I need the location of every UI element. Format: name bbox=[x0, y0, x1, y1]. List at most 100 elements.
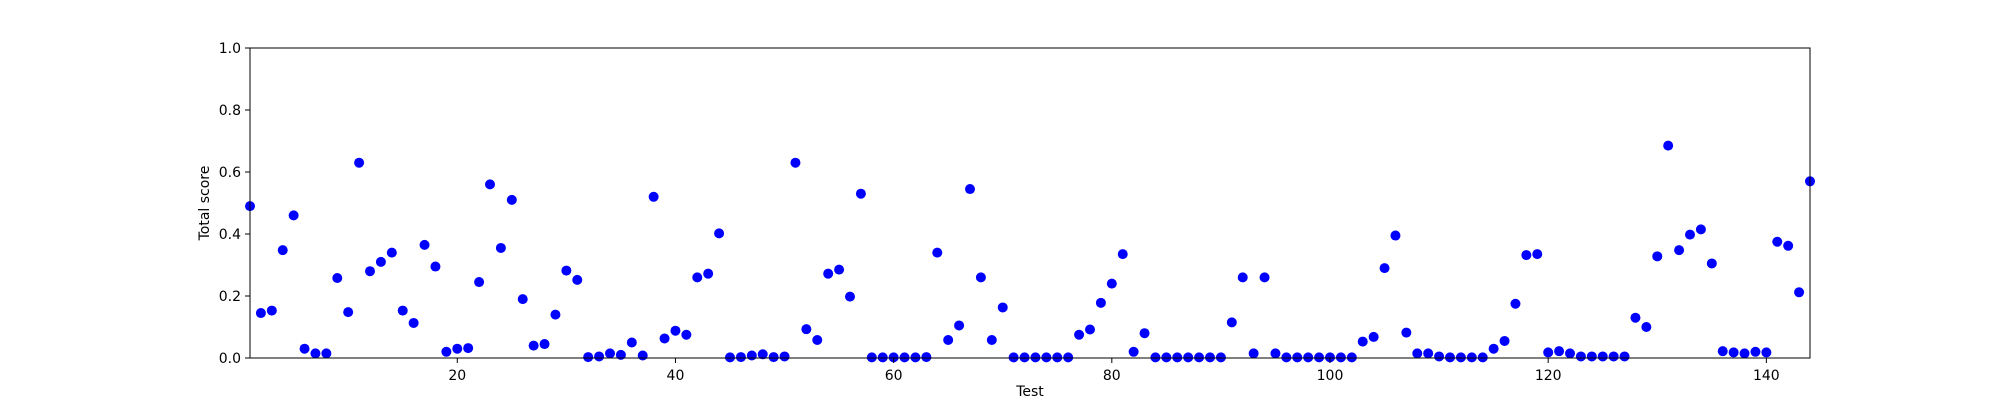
data-point bbox=[637, 350, 648, 361]
data-point bbox=[539, 339, 550, 350]
data-point bbox=[1685, 229, 1695, 240]
data-point bbox=[1717, 346, 1728, 357]
data-point bbox=[1597, 351, 1608, 362]
data-point bbox=[670, 325, 681, 336]
data-point bbox=[1586, 351, 1597, 362]
data-point bbox=[1630, 312, 1641, 323]
data-point bbox=[430, 261, 441, 272]
data-point bbox=[714, 228, 725, 239]
data-point bbox=[845, 291, 855, 302]
data-point bbox=[1281, 352, 1292, 363]
x-tick-label: 60 bbox=[885, 368, 903, 384]
data-point bbox=[1128, 346, 1139, 357]
data-point bbox=[605, 348, 615, 359]
data-point bbox=[725, 352, 735, 363]
data-point bbox=[1390, 230, 1401, 241]
data-point bbox=[1259, 272, 1270, 283]
data-point bbox=[1335, 352, 1346, 363]
data-point bbox=[812, 335, 823, 346]
data-point bbox=[1543, 347, 1554, 358]
data-point bbox=[485, 179, 495, 190]
x-tick-label: 100 bbox=[1317, 368, 1344, 384]
data-point bbox=[834, 264, 845, 275]
data-point bbox=[463, 343, 474, 354]
data-point bbox=[1215, 352, 1226, 363]
data-point bbox=[703, 268, 714, 279]
data-point bbox=[354, 157, 365, 168]
data-point bbox=[1575, 351, 1586, 362]
data-point bbox=[1554, 346, 1565, 357]
data-point bbox=[1106, 278, 1117, 289]
data-point bbox=[1346, 352, 1357, 363]
data-point bbox=[1150, 352, 1161, 363]
data-point bbox=[615, 349, 626, 360]
data-point bbox=[1488, 343, 1499, 354]
data-point bbox=[288, 210, 299, 221]
data-point bbox=[1794, 287, 1805, 298]
data-point bbox=[408, 317, 419, 328]
data-point bbox=[823, 268, 834, 279]
data-point bbox=[899, 352, 910, 363]
data-point bbox=[1063, 352, 1074, 363]
data-point bbox=[572, 274, 583, 285]
data-point bbox=[1270, 348, 1281, 359]
data-point bbox=[1477, 352, 1488, 363]
data-point bbox=[1248, 348, 1259, 359]
data-point bbox=[1423, 348, 1434, 359]
data-point bbox=[1019, 352, 1030, 363]
data-point bbox=[1139, 328, 1150, 339]
data-point bbox=[419, 239, 430, 250]
data-point bbox=[768, 352, 779, 363]
data-point bbox=[1455, 352, 1466, 363]
data-point bbox=[1117, 249, 1128, 260]
data-point bbox=[779, 351, 790, 362]
data-point bbox=[1761, 347, 1772, 358]
data-point bbox=[1379, 263, 1390, 274]
data-point bbox=[1194, 352, 1205, 363]
data-point bbox=[1706, 258, 1717, 269]
data-point bbox=[986, 335, 997, 346]
data-point bbox=[1412, 348, 1423, 359]
data-point bbox=[1095, 297, 1106, 308]
x-tick-label: 40 bbox=[667, 368, 685, 384]
data-point bbox=[321, 348, 332, 359]
data-point bbox=[659, 333, 670, 344]
data-point bbox=[583, 352, 594, 363]
data-point bbox=[1357, 336, 1368, 347]
data-point bbox=[1226, 317, 1237, 328]
data-point bbox=[1052, 352, 1063, 363]
data-point bbox=[1325, 352, 1335, 363]
data-point bbox=[1085, 324, 1095, 335]
data-point bbox=[1772, 236, 1783, 247]
x-tick-label: 20 bbox=[448, 368, 466, 384]
data-point bbox=[365, 266, 375, 277]
data-point bbox=[965, 184, 975, 195]
data-point bbox=[1445, 352, 1455, 363]
data-point bbox=[997, 302, 1008, 313]
data-point bbox=[550, 309, 561, 320]
data-point bbox=[910, 352, 921, 363]
data-point bbox=[1608, 351, 1619, 362]
data-point bbox=[1237, 272, 1248, 283]
data-point bbox=[801, 324, 812, 335]
data-point bbox=[1695, 224, 1706, 235]
data-point bbox=[626, 337, 637, 348]
data-point bbox=[757, 349, 768, 360]
data-point bbox=[1565, 348, 1575, 359]
data-point bbox=[299, 343, 310, 354]
data-point bbox=[932, 247, 943, 258]
data-point bbox=[255, 308, 266, 319]
data-point bbox=[397, 305, 408, 316]
y-tick-label: 0.0 bbox=[219, 351, 241, 367]
data-point bbox=[1074, 329, 1085, 340]
data-point bbox=[1510, 298, 1521, 309]
data-point bbox=[1041, 352, 1052, 363]
data-point bbox=[1303, 352, 1314, 363]
x-tick-label: 140 bbox=[1753, 368, 1780, 384]
y-tick-label: 0.6 bbox=[219, 165, 241, 181]
x-axis-ticks: 20 40 60 80 100 120 140 bbox=[448, 358, 1780, 384]
data-point bbox=[1205, 352, 1215, 363]
data-point bbox=[1161, 352, 1172, 363]
data-point bbox=[877, 352, 888, 363]
